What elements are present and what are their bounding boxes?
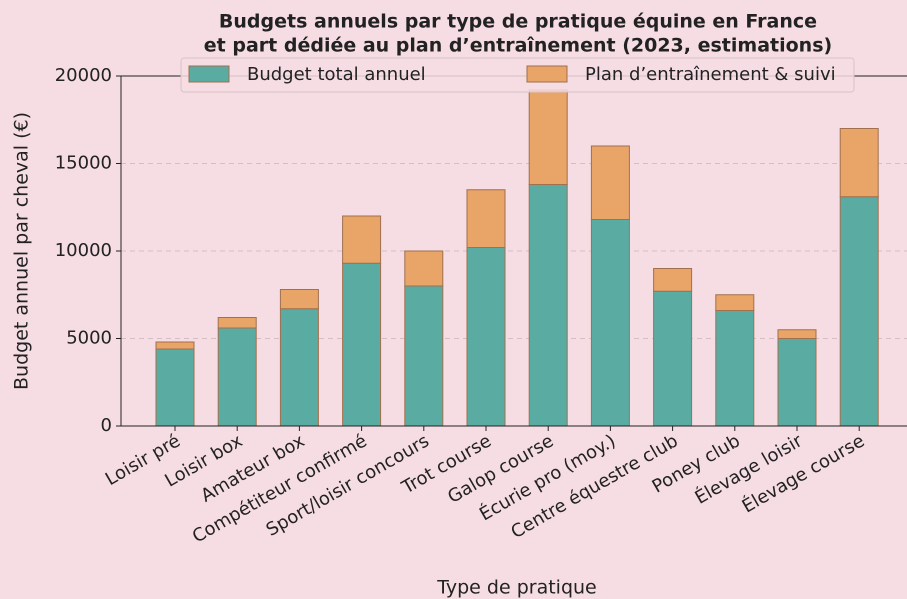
bar-segment xyxy=(715,294,755,311)
legend-label: Budget total annuel xyxy=(247,64,426,85)
bar-segment xyxy=(155,348,195,427)
bar-segment xyxy=(342,262,382,427)
legend-swatch xyxy=(526,65,568,83)
bar-segment xyxy=(342,215,382,264)
y-tick-label: 15000 xyxy=(55,153,112,174)
bar-segment xyxy=(528,184,568,427)
bar-segment xyxy=(528,89,568,185)
bar-segment xyxy=(155,341,195,350)
legend-swatch xyxy=(188,65,230,83)
bar-segment xyxy=(217,327,257,427)
legend-box xyxy=(180,57,855,93)
bar-segment xyxy=(217,317,257,329)
chart-title: et part dédiée au plan d’entraînement (2… xyxy=(204,35,832,57)
y-tick-label: 10000 xyxy=(55,240,112,261)
bar-segment xyxy=(777,338,817,427)
bar-segment xyxy=(404,250,444,287)
bar-segment xyxy=(839,128,879,198)
bar-segment xyxy=(715,310,755,427)
y-axis-label: Budget annuel par cheval (€) xyxy=(11,112,33,390)
legend-label: Plan d’entraînement & suivi xyxy=(585,64,836,85)
bar-segment xyxy=(653,290,693,427)
y-tick-label: 20000 xyxy=(55,65,112,86)
x-axis-label: Type de pratique xyxy=(436,577,597,599)
bar-segment xyxy=(777,329,817,339)
bar-segment xyxy=(590,145,630,220)
bar-segment xyxy=(839,196,879,427)
chart-title: Budgets annuels par type de pratique équ… xyxy=(219,11,817,33)
y-tick-label: 0 xyxy=(101,415,112,436)
bar-segment xyxy=(279,308,319,427)
bar-segment xyxy=(466,247,506,427)
bar-segment xyxy=(653,268,693,292)
bar-segment xyxy=(590,219,630,427)
bar-segment xyxy=(279,289,319,310)
bar-segment xyxy=(404,285,444,427)
bar-segment xyxy=(466,189,506,248)
y-tick-label: 5000 xyxy=(66,328,112,349)
